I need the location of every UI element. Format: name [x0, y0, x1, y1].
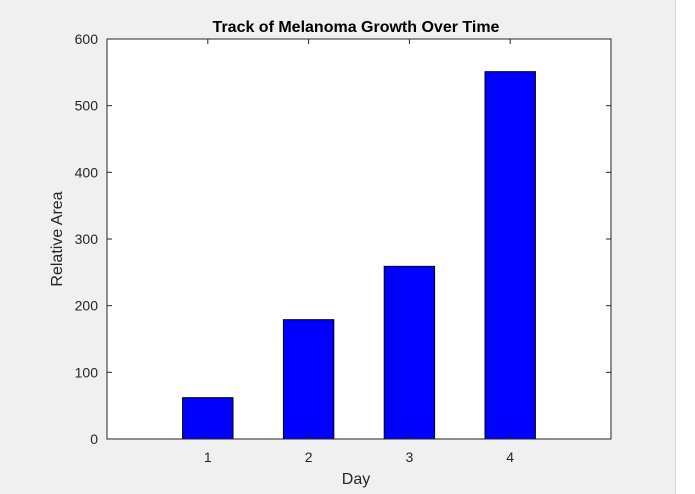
y-axis-label: Relative Area [49, 191, 66, 286]
x-tick-label: 3 [406, 449, 414, 465]
y-tick-label: 0 [90, 431, 98, 447]
window-edge [675, 0, 695, 494]
x-tick-label: 2 [305, 449, 313, 465]
y-tick-label: 600 [75, 31, 99, 47]
x-tick-label: 1 [204, 449, 212, 465]
x-axis-label: Day [342, 471, 370, 488]
y-tick-label: 100 [75, 364, 99, 380]
y-tick-label: 400 [75, 164, 99, 180]
bars-layer [182, 71, 536, 440]
x-tick-label: 4 [506, 449, 514, 465]
bar-day-2 [282, 319, 335, 440]
y-tick-label: 200 [75, 298, 99, 314]
ticks-layer [107, 38, 611, 440]
tick-labels-layer: 1 2 3 4 0 100 200 300 400 500 600 [75, 31, 515, 465]
bar-day-3 [383, 265, 436, 440]
bar-day-4 [484, 71, 536, 440]
y-tick-label: 500 [75, 98, 99, 114]
bar-day-1 [182, 397, 234, 440]
y-tick-label: 300 [75, 231, 99, 247]
chart-title: Track of Melanoma Growth Over Time [213, 19, 500, 36]
